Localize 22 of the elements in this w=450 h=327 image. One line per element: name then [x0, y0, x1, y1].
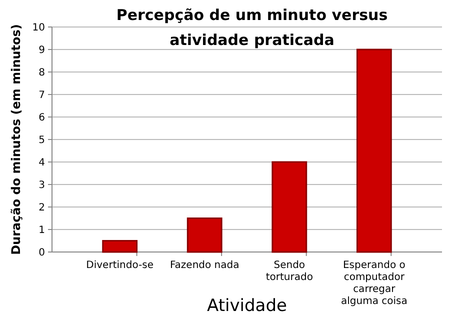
y-tick-label: 2	[38, 202, 45, 214]
y-tick-label: 4	[38, 158, 45, 168]
bar	[102, 240, 138, 253]
x-tick-label: Esperando o computador carregar alguma coisa	[340, 260, 408, 307]
bar	[186, 218, 222, 253]
y-axis-title: Duração do minutos (em minutos)	[9, 24, 23, 255]
y-tick-label: 9	[38, 45, 45, 56]
y-tick-label: 5	[38, 135, 45, 146]
x-axis-title: Atividade	[207, 296, 287, 316]
y-tick-label: 3	[38, 180, 45, 191]
chart-title: Percepção de um minuto versus atividade praticada	[116, 6, 388, 49]
x-tick-label: Divertindo-se	[86, 260, 154, 271]
bar	[272, 161, 308, 253]
x-tick-label: Fazendo nada	[170, 260, 240, 271]
y-tick-label: 8	[38, 68, 45, 78]
y-tick-label: 10	[32, 22, 45, 34]
y-tick-label: 6	[38, 112, 45, 124]
x-tick-label: Sendo torturado	[266, 260, 313, 283]
y-tick-label: 0	[38, 248, 45, 258]
y-tick-label: 7	[38, 90, 45, 101]
y-tick-label: 1	[38, 225, 45, 236]
bar	[356, 48, 392, 253]
